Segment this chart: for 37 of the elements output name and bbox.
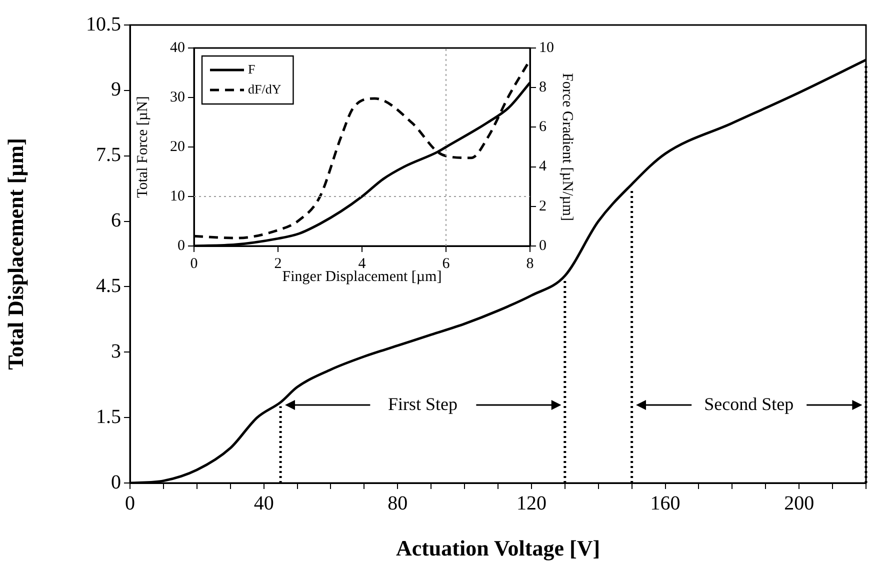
- x-tick-label: 2: [274, 256, 282, 272]
- y2-tick-label: 8: [539, 80, 546, 96]
- x-tick-label: 8: [526, 256, 534, 272]
- x-tick-label: 0: [125, 492, 135, 514]
- x-tick-label: 200: [784, 492, 814, 514]
- x-tick-label: 160: [650, 492, 680, 514]
- y-tick-label: 30: [170, 89, 185, 106]
- legend-label: F: [248, 61, 256, 76]
- y2-tick-label: 10: [539, 40, 554, 56]
- x-tick-label: 80: [388, 492, 408, 514]
- y-tick-label: 6: [111, 210, 121, 232]
- x-tick-label: 6: [442, 256, 450, 272]
- y-tick-label: 40: [170, 40, 185, 56]
- y2-tick-label: 4: [539, 158, 547, 175]
- y-tick-label: 4.5: [96, 274, 121, 297]
- y-tick-label: 7.5: [96, 144, 121, 166]
- y2-tick-label: 0: [539, 238, 546, 254]
- legend-label: dF/dY: [248, 81, 282, 96]
- annotation: Second Step: [704, 394, 794, 414]
- y-axis-title: Total Force [µN]: [134, 96, 151, 198]
- x-tick-label: 120: [516, 492, 546, 514]
- annotation: First Step: [388, 394, 458, 414]
- x-tick-label: 40: [254, 492, 274, 514]
- y-tick-label: 3: [111, 340, 121, 362]
- x-tick-label: 0: [190, 256, 198, 272]
- y-tick-label: 9: [111, 78, 121, 101]
- y-tick-label: 1.5: [96, 406, 121, 428]
- y-tick-label: 0: [111, 471, 121, 494]
- y2-tick-label: 6: [539, 119, 547, 136]
- y-tick-label: 20: [170, 138, 185, 155]
- y-tick-label: 10.5: [86, 13, 121, 36]
- y-tick-label: 10: [170, 188, 185, 204]
- x-axis-title: Actuation Voltage [V]: [396, 535, 600, 560]
- y-axis-title: Total Displacement [µm]: [2, 138, 28, 370]
- y2-tick-label: 2: [539, 198, 546, 214]
- y-tick-label: 0: [178, 238, 185, 254]
- y2-axis-title: Force Gradient [µN/µm]: [559, 72, 576, 222]
